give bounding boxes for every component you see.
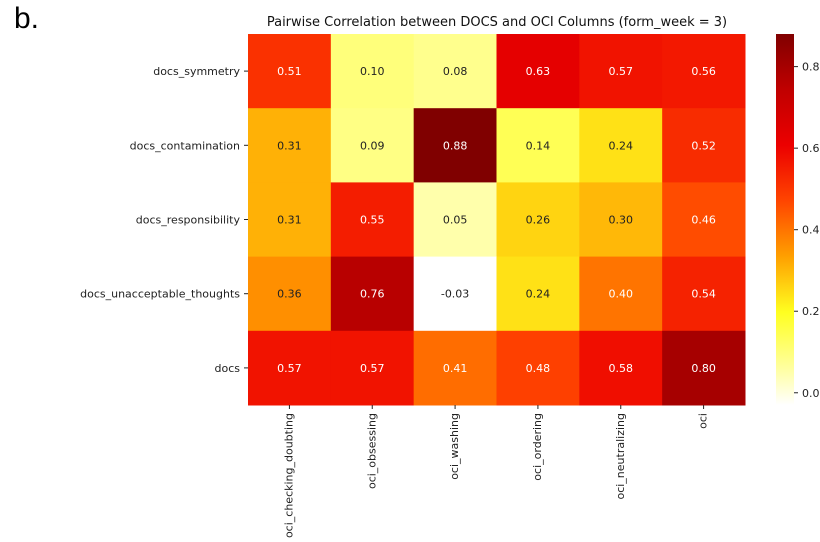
cell-value-label: 0.31 (277, 214, 302, 227)
heatmap-cell (330, 108, 415, 183)
colorbar-tick-label: 0.4 (802, 224, 820, 237)
heatmap-cell (413, 256, 497, 332)
heatmap-cell (579, 330, 663, 406)
heatmap-cell (496, 108, 580, 183)
heatmap-cell (662, 34, 746, 109)
cell-value-label: 0.24 (609, 139, 634, 152)
cell-value-label: 0.26 (526, 214, 551, 227)
panel-label: b. (14, 2, 40, 35)
cell-value-label: 0.55 (360, 214, 385, 227)
heatmap-cell (248, 182, 332, 258)
cell-value-label: 0.51 (277, 65, 302, 78)
cell-value-label: 0.54 (691, 288, 716, 301)
cell-value-label: 0.56 (691, 65, 716, 78)
heatmap-cell (496, 182, 580, 258)
column-tick-label: oci_checking_doubting (282, 413, 295, 538)
heatmap-cell (248, 108, 332, 183)
heatmap-cell (330, 256, 415, 332)
row-tick-label: docs_unacceptable_thoughts (80, 288, 240, 301)
cell-value-label: 0.58 (609, 362, 634, 375)
heatmap-cell (662, 108, 746, 183)
cell-value-label: -0.03 (441, 288, 469, 301)
cell-value-label: 0.30 (609, 214, 634, 227)
column-labels: oci_checking_doubting oci_obsessing oci_wa… (282, 405, 710, 538)
cell-value-label: 0.08 (443, 65, 468, 78)
cell-value-label: 0.40 (609, 288, 634, 301)
heatmap-cell (413, 182, 497, 258)
cell-value-label: 0.05 (443, 214, 468, 227)
heatmap-cell (579, 182, 663, 258)
heatmap-cell (330, 34, 415, 109)
column-tick-label: oci_neutralizing (614, 413, 627, 500)
heatmap-cell (662, 330, 746, 406)
heatmap-cell (413, 330, 497, 406)
row-tick-label: docs_contamination (130, 139, 240, 152)
cell-value-label: 0.88 (443, 139, 468, 152)
row-tick-label: docs (215, 362, 241, 375)
cell-value-label: 0.52 (691, 139, 716, 152)
column-tick-label: oci_washing (448, 413, 461, 480)
heatmap-cell (413, 34, 497, 109)
row-tick-label: docs_responsibility (136, 214, 241, 227)
heatmap-cells: 0.51 0.10 0.08 0.63 0.57 0.56 0.31 0.09 0.88 0.14… (248, 34, 746, 406)
heatmap-cell (496, 256, 580, 332)
heatmap-cell (579, 108, 663, 183)
cell-value-label: 0.41 (443, 362, 468, 375)
cell-value-label: 0.36 (277, 288, 302, 301)
row-tick-label: docs_symmetry (153, 65, 240, 78)
colorbar: 0.0 0.2 0.4 0.6 0.8 (776, 34, 820, 405)
heatmap-cell (579, 34, 663, 109)
heatmap-cell (248, 256, 332, 332)
cell-value-label: 0.14 (526, 139, 551, 152)
cell-value-label: 0.80 (691, 362, 716, 375)
colorbar-tick-label: 0.6 (802, 142, 820, 155)
heatmap-cell (330, 182, 415, 258)
cell-value-label: 0.63 (526, 65, 551, 78)
heatmap-cell (496, 34, 580, 109)
heatmap-cell (248, 330, 332, 406)
column-tick-label: oci_ordering (531, 413, 544, 481)
cell-value-label: 0.76 (360, 288, 385, 301)
column-tick-label: oci_obsessing (365, 413, 378, 489)
heatmap-cell (662, 256, 746, 332)
row-labels: docs_symmetry docs_contamination docs_resp… (80, 65, 248, 375)
cell-value-label: 0.10 (360, 65, 385, 78)
cell-value-label: 0.09 (360, 139, 385, 152)
cell-value-label: 0.46 (691, 214, 716, 227)
heatmap-cell (662, 182, 746, 258)
cell-value-label: 0.57 (360, 362, 385, 375)
colorbar-tick-label: 0.8 (802, 61, 820, 74)
cell-value-label: 0.57 (609, 65, 634, 78)
chart-title: Pairwise Correlation between DOCS and OC… (267, 15, 727, 30)
heatmap-cell (248, 34, 332, 109)
column-tick-label: oci (697, 413, 710, 429)
heatmap-cell (496, 330, 580, 406)
colorbar-tick-label: 0.2 (802, 305, 820, 318)
cell-value-label: 0.57 (277, 362, 302, 375)
cell-value-label: 0.31 (277, 139, 302, 152)
heatmap-cell (579, 256, 663, 332)
cell-value-label: 0.48 (526, 362, 551, 375)
colorbar-tick-label: 0.0 (802, 387, 820, 400)
heatmap-cell (413, 108, 497, 183)
cell-value-label: 0.24 (526, 288, 551, 301)
colorbar-gradient (776, 34, 794, 405)
heatmap-cell (330, 330, 415, 406)
